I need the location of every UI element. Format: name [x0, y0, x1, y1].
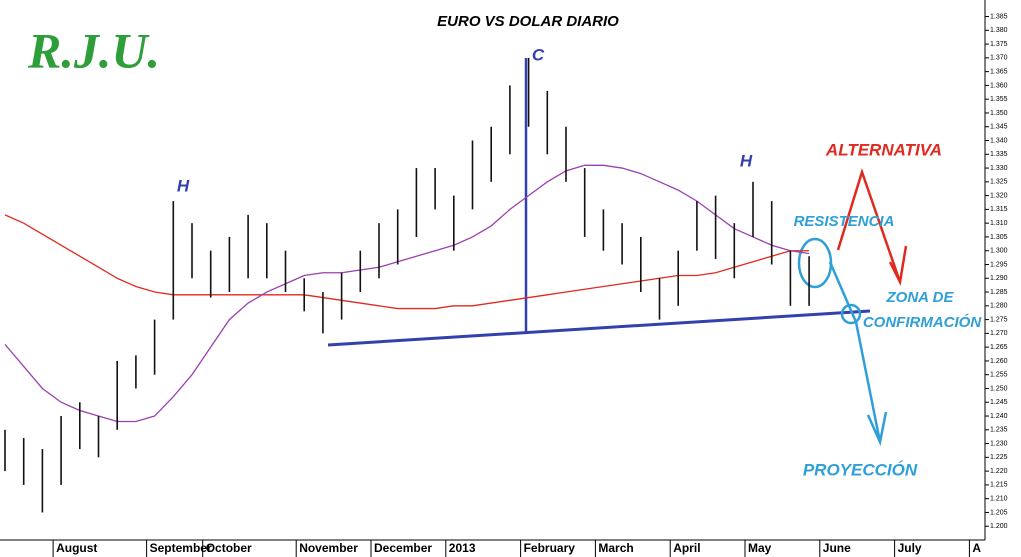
y-tick-label: 1.250	[990, 385, 1008, 392]
y-tick-label: 1.385	[990, 13, 1008, 20]
alternative-arrowhead	[888, 245, 908, 286]
x-tick-label: March	[598, 541, 633, 555]
y-tick-label: 1.260	[990, 358, 1008, 365]
x-tick-label: May	[748, 541, 772, 555]
x-tick-label: 2013	[449, 541, 476, 555]
y-tick-label: 1.265	[990, 344, 1008, 351]
y-tick-label: 1.200	[990, 523, 1008, 530]
y-tick-label: 1.375	[990, 41, 1008, 48]
y-tick-label: 1.330	[990, 165, 1008, 172]
x-tick-label: July	[898, 541, 922, 555]
y-tick-label: 1.290	[990, 275, 1008, 282]
y-tick-label: 1.335	[990, 151, 1008, 158]
y-tick-label: 1.355	[990, 96, 1008, 103]
y-tick-label: 1.235	[990, 427, 1008, 434]
projection-arrow	[828, 261, 882, 443]
x-tick-label: October	[206, 541, 252, 555]
x-tick-label: September	[150, 541, 212, 555]
y-tick-label: 1.210	[990, 496, 1008, 503]
projection-arrowhead	[866, 411, 888, 447]
chart-title: EURO VS DOLAR DIARIO	[437, 13, 619, 30]
annotation: ZONA DE	[886, 289, 955, 306]
y-tick-label: 1.205	[990, 509, 1008, 516]
y-tick-label: 1.215	[990, 482, 1008, 489]
y-tick-label: 1.285	[990, 289, 1008, 296]
x-tick-label: June	[823, 541, 851, 555]
y-tick-label: 1.300	[990, 248, 1008, 255]
annotation: CONFIRMACIÓN	[863, 313, 982, 331]
pattern-label: H	[740, 151, 753, 170]
y-tick-label: 1.245	[990, 399, 1008, 406]
pattern-label: C	[532, 45, 545, 64]
y-tick-label: 1.345	[990, 124, 1008, 131]
y-tick-label: 1.280	[990, 303, 1008, 310]
y-tick-label: 1.340	[990, 137, 1008, 144]
y-tick-label: 1.295	[990, 261, 1008, 268]
y-tick-label: 1.225	[990, 454, 1008, 461]
confirmation-circle	[840, 303, 862, 325]
x-tick-label: August	[56, 541, 97, 555]
neckline	[327, 309, 871, 347]
pattern-label: H	[177, 176, 190, 195]
y-tick-label: 1.350	[990, 110, 1008, 117]
x-tick-label: April	[673, 541, 700, 555]
y-tick-label: 1.255	[990, 372, 1008, 379]
x-tick-label: November	[299, 541, 358, 555]
y-tick-label: 1.220	[990, 468, 1008, 475]
resistance-circle	[797, 237, 833, 289]
x-tick-label: December	[374, 541, 432, 555]
y-tick-label: 1.240	[990, 413, 1008, 420]
y-tick-label: 1.305	[990, 234, 1008, 241]
moving-average	[4, 164, 810, 423]
y-tick-label: 1.365	[990, 68, 1008, 75]
y-tick-label: 1.270	[990, 330, 1008, 337]
y-tick-label: 1.310	[990, 220, 1008, 227]
moving-average	[4, 214, 810, 310]
y-tick-label: 1.315	[990, 206, 1008, 213]
y-tick-label: 1.325	[990, 179, 1008, 186]
x-tick-label: February	[524, 541, 576, 555]
annotation: PROYECCIÓN	[803, 460, 918, 479]
annotation: ALTERNATIVA	[825, 140, 942, 159]
annotation: RESISTENCIA	[794, 213, 895, 230]
y-tick-label: 1.360	[990, 82, 1008, 89]
y-tick-label: 1.275	[990, 316, 1008, 323]
x-tick-label: A	[972, 541, 981, 555]
alternative-arrow	[836, 167, 902, 283]
y-tick-label: 1.370	[990, 55, 1008, 62]
y-tick-label: 1.380	[990, 27, 1008, 34]
logo: R.J.U.	[27, 22, 160, 78]
y-tick-label: 1.230	[990, 440, 1008, 447]
y-tick-label: 1.320	[990, 192, 1008, 199]
